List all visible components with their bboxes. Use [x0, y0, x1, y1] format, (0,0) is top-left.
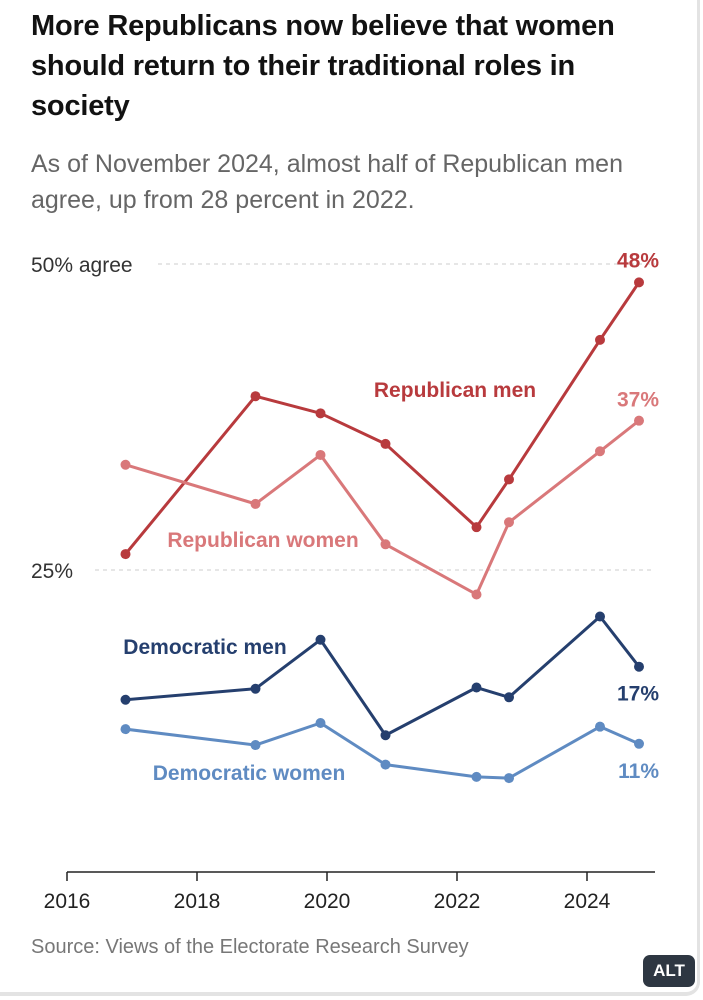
republican-women-point: [120, 459, 131, 470]
republican-men-label: Republican men: [374, 379, 536, 402]
democratic-men-point: [380, 730, 391, 741]
republican-women-line: [124, 419, 641, 596]
x-tick-label: 2022: [434, 890, 481, 913]
republican-men-point: [595, 334, 605, 345]
chart-subtitle: As of November 2024, almost half of Repu…: [31, 150, 623, 214]
republican-men-point: [380, 438, 391, 449]
x-tick-label: 2018: [174, 890, 221, 913]
democratic-men-point: [315, 634, 326, 645]
line-chart: 50% agree 25% 2016 2018 2020 2022 2024 Republic…: [31, 249, 659, 913]
democratic-men-point: [595, 611, 605, 622]
democratic-women-point: [634, 738, 644, 749]
republican-women-end-value-label: 37%: [617, 389, 659, 412]
republican-women-point: [471, 589, 482, 600]
alt-text-button[interactable]: ALT: [643, 955, 695, 987]
democratic-men-point: [471, 682, 482, 693]
democratic-women-point: [250, 740, 261, 751]
x-tick-label: 2016: [44, 890, 91, 913]
democratic-women-point: [120, 724, 131, 735]
democratic-women-point: [595, 721, 605, 732]
democratic-women-point: [315, 718, 326, 728]
republican-women-point: [595, 446, 605, 457]
democratic-men-point: [504, 692, 514, 703]
democratic-women-line: [124, 721, 641, 780]
democratic-women-point: [380, 759, 391, 770]
republican-men-point: [634, 277, 644, 288]
democratic-men-end-value-label: 17%: [617, 683, 659, 706]
y-axis-label: 25%: [31, 560, 73, 583]
democratic-women-label: Democratic women: [153, 762, 346, 785]
x-tick-label: 2020: [304, 890, 351, 913]
republican-women-point: [634, 415, 644, 426]
source-note: Source: Views of the Electorate Research…: [31, 936, 469, 958]
democratic-men-line: [124, 615, 641, 737]
y-axis-label: 50% agree: [31, 254, 133, 277]
republican-men-point: [120, 549, 131, 560]
democratic-men-point: [634, 661, 644, 672]
democratic-men-point: [250, 683, 261, 694]
republican-men-point: [315, 408, 326, 419]
republican-women-point: [250, 498, 261, 509]
democratic-women-point: [504, 773, 514, 784]
republican-women-point: [504, 517, 514, 528]
democratic-men-point: [120, 694, 131, 705]
republican-men-point: [471, 522, 482, 533]
republican-men-line: [124, 280, 641, 556]
republican-women-point: [380, 539, 391, 550]
republican-men-end-value-label: 48%: [617, 249, 659, 272]
x-tick-label: 2024: [564, 890, 611, 913]
republican-women-point: [315, 449, 326, 460]
democratic-women-point: [471, 771, 482, 782]
republican-men-point: [250, 391, 261, 402]
republican-women-label: Republican women: [167, 529, 358, 552]
chart-title: More Republicans now believe that women …: [31, 10, 615, 122]
democratic-women-end-value-label: 11%: [618, 760, 659, 783]
republican-men-point: [504, 474, 514, 485]
democratic-men-label: Democratic men: [123, 636, 286, 659]
